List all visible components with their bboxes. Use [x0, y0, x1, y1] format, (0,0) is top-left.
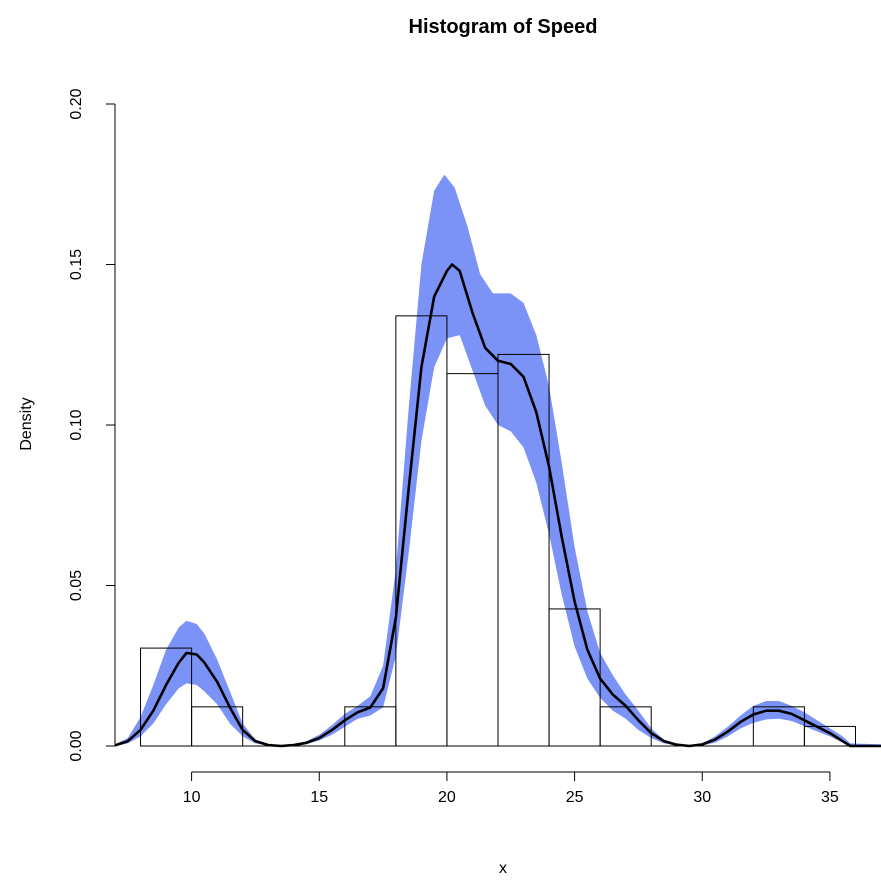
histogram-bar-13 — [803, 725, 856, 747]
y-tick-label-1: 0.05 — [68, 570, 85, 601]
x-tick-label-3: 25 — [566, 789, 584, 806]
x-tick-label-1: 15 — [310, 789, 328, 806]
histogram-bar-7 — [497, 353, 550, 747]
y-tick-label-4: 0.20 — [68, 88, 85, 119]
chart-title: Histogram of Speed — [409, 16, 598, 38]
x-tick-label-2: 20 — [438, 789, 456, 806]
density-curve — [114, 263, 881, 748]
y-axis: 0.00 0.05 0.10 0.15 0.20 — [68, 88, 116, 762]
histogram-bar-0 — [140, 647, 193, 747]
histogram-bar-1 — [191, 706, 244, 747]
x-axis-label: x — [499, 860, 507, 877]
x-axis: 10 15 20 25 30 35 — [183, 771, 839, 806]
x-tick-label-0: 10 — [183, 789, 201, 806]
y-tick-label-0: 0.00 — [68, 730, 85, 761]
histogram-bars — [140, 315, 856, 747]
y-tick-label-3: 0.15 — [68, 249, 85, 280]
x-tick-label-4: 30 — [693, 789, 711, 806]
histogram-bar-6 — [446, 373, 499, 747]
density-curve-layer — [114, 263, 881, 748]
x-tick-label-5: 35 — [821, 789, 839, 806]
y-axis-label: Density — [18, 397, 35, 450]
y-tick-label-2: 0.10 — [68, 409, 85, 440]
